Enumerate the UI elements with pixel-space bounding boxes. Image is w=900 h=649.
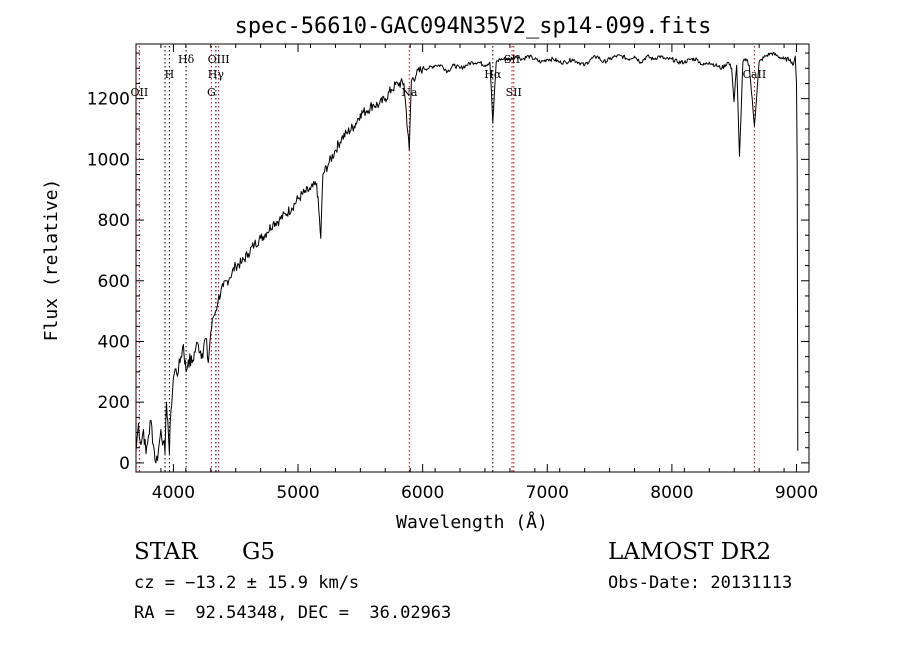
object-subclass: G5 [242,539,276,565]
x-tick-label: 9000 [775,483,818,503]
axis-ticks: 4000 5000 6000 7000 8000 9000 0 200 400 600 800 100… [87,44,818,503]
line-marker-label: G [207,86,216,99]
y-tick-label: 200 [98,393,130,413]
line-marker-label: CaII [743,68,767,81]
line-marker-label: Hγ [208,68,225,81]
x-tick-label: 7000 [526,483,569,503]
x-tick-label: 5000 [276,483,319,503]
coordinates: RA = 92.54348, DEC = 36.02963 [134,603,452,623]
line-marker-label: SII [506,86,522,99]
object-class: STAR [134,539,198,565]
y-tick-label: 0 [119,454,130,474]
survey-name: LAMOST DR2 [608,539,772,565]
y-tick-label: 400 [98,332,130,352]
line-marker-label: OIII [208,53,230,66]
y-tick-label: 1200 [87,90,130,110]
chart-title: spec-56610-GAC094N35V2_sp14-099.fits [235,14,712,39]
x-tick-label: 4000 [152,483,195,503]
line-marker-label: OII [131,86,149,99]
line-marker-label: Na [401,86,418,99]
x-tick-label: 8000 [650,483,693,503]
line-marker-label: H [165,68,175,81]
series-layer [135,51,799,464]
obs-date: Obs-Date: 20131113 [608,573,793,593]
line-marker-label: Hα [484,68,502,81]
spectrum-line [135,51,799,464]
plot-frame [135,43,810,473]
redshift-readout: cz = −13.2 ± 15.9 km/s [134,573,360,593]
x-tick-label: 6000 [401,483,444,503]
x-axis-label: Wavelength (Å) [396,511,548,533]
y-tick-label: 800 [98,211,130,231]
line-marker-label: Hδ [178,53,195,66]
y-axis-label: Flux (relative) [41,179,62,342]
y-tick-label: 600 [98,272,130,292]
y-tick-label: 1000 [87,150,130,170]
